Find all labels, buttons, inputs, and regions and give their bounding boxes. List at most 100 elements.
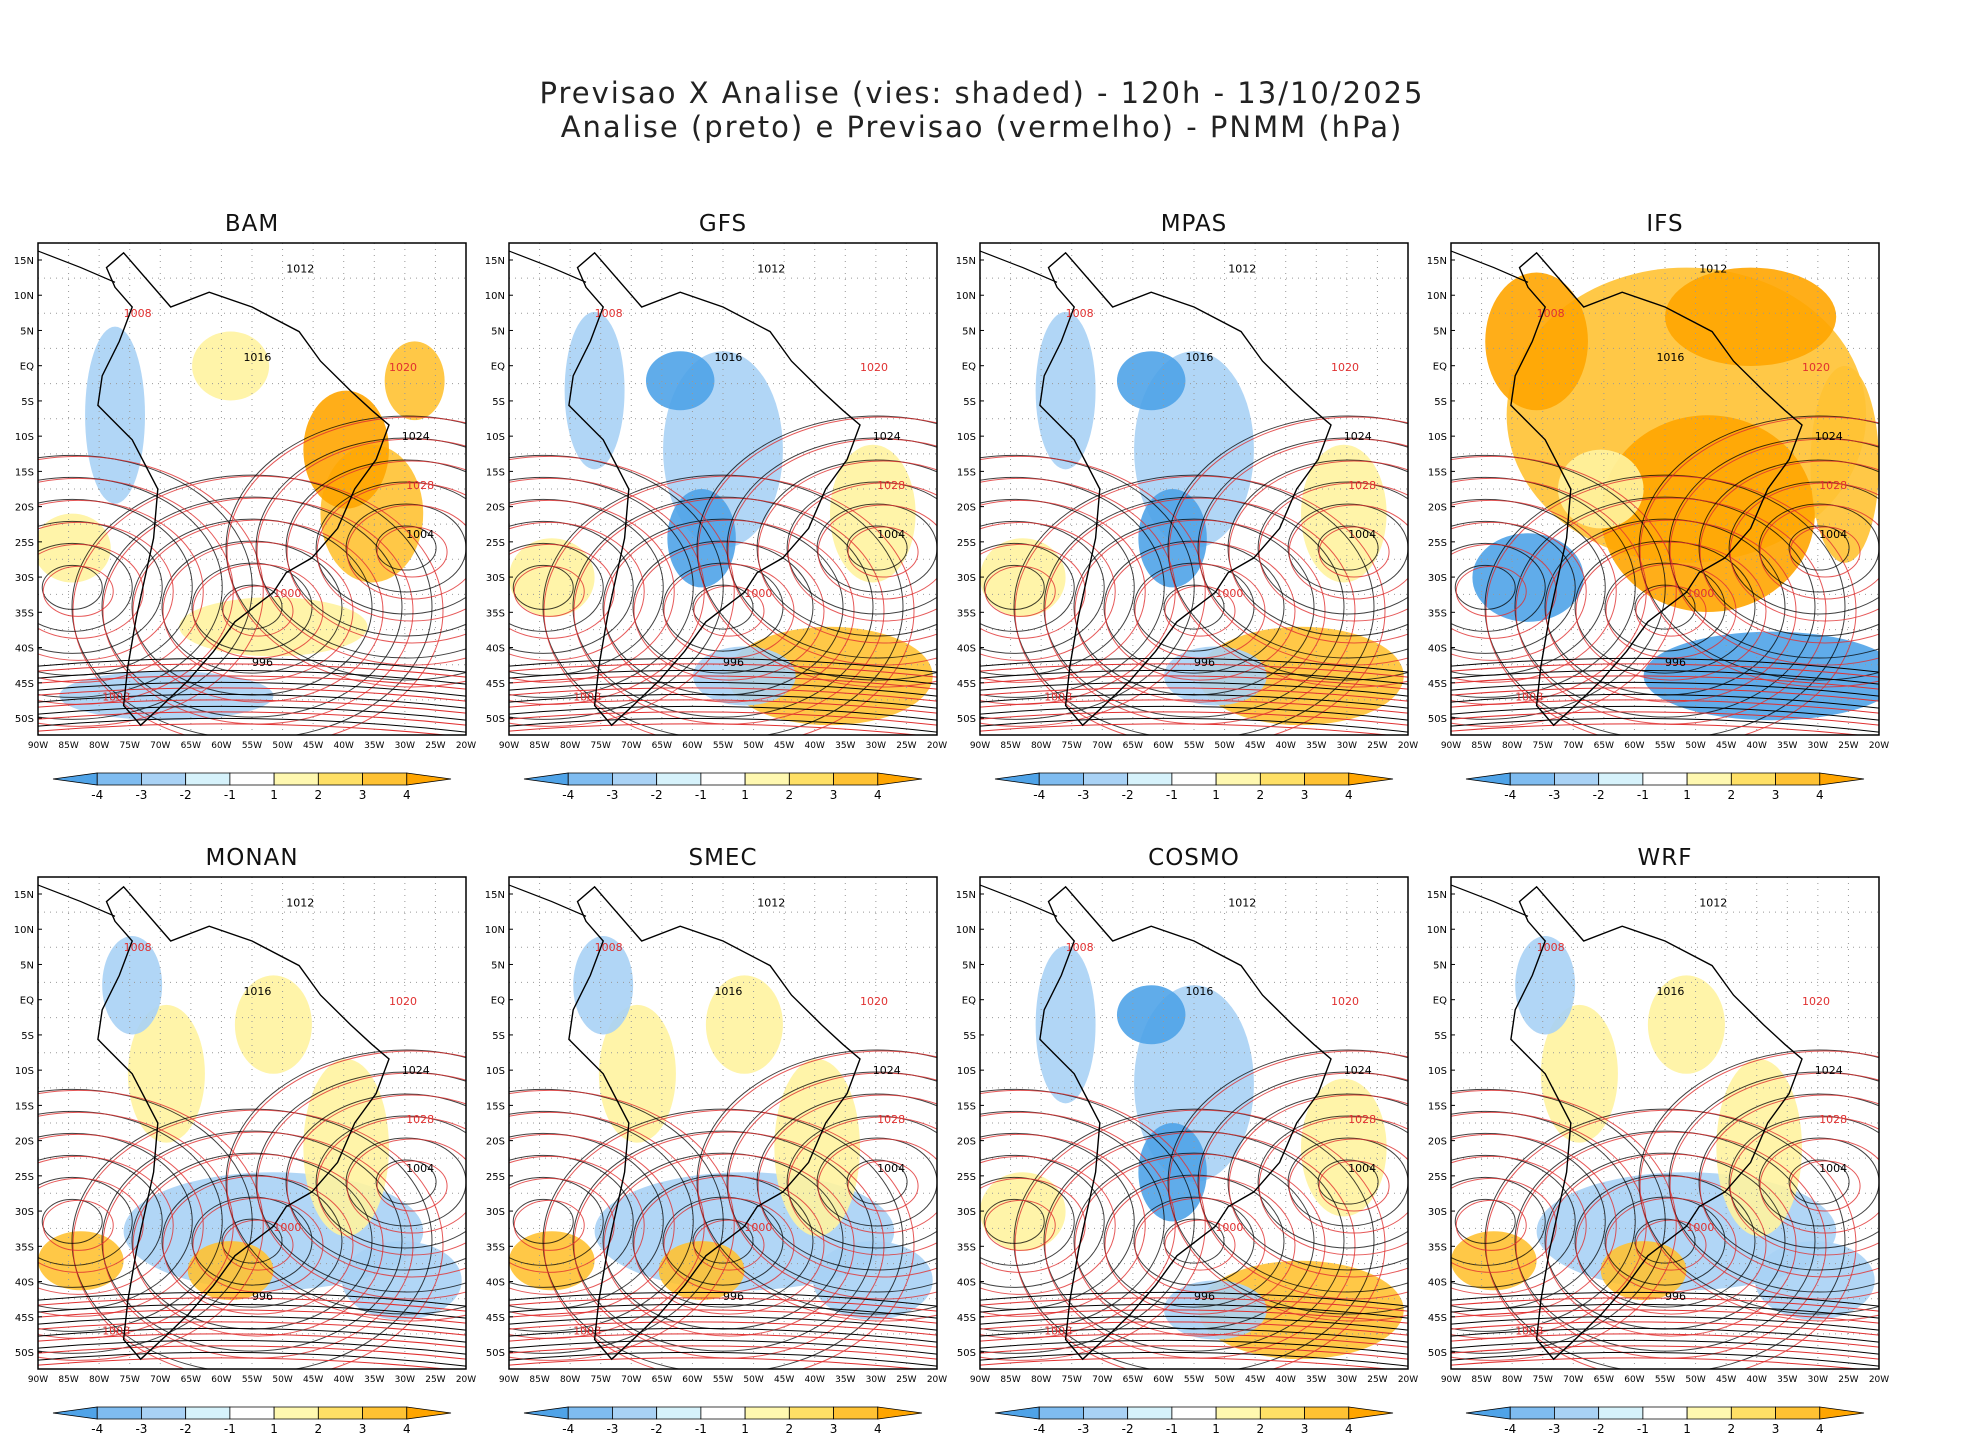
panel-frame	[1450, 242, 1880, 736]
lat-tick-label: 10N	[14, 291, 34, 302]
colorbar-tick-label: -2	[1122, 788, 1134, 802]
isobar-label: 1012	[757, 263, 785, 276]
isobar-label: 1008	[1515, 691, 1543, 704]
forecast-isobar	[42, 565, 114, 617]
colorbar-segment	[1215, 772, 1261, 786]
lat-tick-label: 35S	[1428, 608, 1447, 619]
colorbar-segment	[406, 772, 452, 786]
lon-tick-label: 60W	[1153, 741, 1173, 751]
colorbar-tick-label: 3	[830, 1422, 838, 1436]
analysis-isobar	[509, 520, 634, 654]
bias-shading	[234, 975, 312, 1074]
analysis-isobar	[509, 1291, 937, 1307]
bias-shading	[303, 1059, 389, 1237]
analysis-isobar	[1454, 564, 1516, 610]
lon-tick-label: 65W	[181, 1375, 201, 1385]
forecast-isobar	[346, 504, 466, 600]
colorbar-segment	[273, 772, 319, 786]
lat-tick-label: 10S	[957, 1066, 976, 1077]
bias-shading	[830, 444, 916, 583]
analysis-isobar	[41, 564, 103, 610]
colorbar-segment	[994, 1406, 1040, 1420]
lat-tick-label: 50S	[15, 1348, 34, 1359]
forecast-isobar	[509, 1309, 937, 1324]
isobar-label: 1012	[757, 897, 785, 910]
lon-tick-label: 85W	[1000, 1375, 1020, 1385]
analysis-isobar	[1317, 1159, 1379, 1205]
colorbar-segment	[994, 772, 1040, 786]
colorbar-segment	[1171, 772, 1217, 786]
analysis-isobar	[816, 1137, 937, 1227]
colorbar-tick-label: -4	[562, 1422, 574, 1436]
analysis-isobar	[980, 1088, 1195, 1354]
forecast-isobar	[509, 499, 675, 683]
lon-tick-label: 85W	[1471, 1375, 1491, 1385]
forecast-isobar	[980, 543, 1086, 639]
lon-tick-label: 35W	[1777, 1375, 1797, 1385]
forecast-isobar	[757, 1094, 937, 1278]
lat-tick-label: 5N	[20, 326, 34, 337]
colorbar-tick-label: -1	[224, 1422, 236, 1436]
forecast-isobar	[727, 1072, 937, 1300]
isobar-label: 1012	[286, 263, 314, 276]
isobar-label: 1000	[1686, 587, 1714, 600]
forecast-isobar	[980, 1177, 1086, 1273]
analysis-isobar	[255, 1071, 466, 1293]
forecast-isobar	[980, 723, 1393, 735]
analysis-isobar	[255, 437, 466, 659]
isobar-label: 1004	[1819, 528, 1847, 541]
isobar-label: 1008	[1044, 691, 1072, 704]
analysis-isobar	[980, 669, 1408, 685]
forecast-isobar	[509, 711, 937, 726]
analysis-isobar	[1103, 1174, 1285, 1308]
analysis-isobar	[980, 1351, 1408, 1367]
colorbar-tick-label: 2	[786, 1422, 794, 1436]
lat-tick-label: 40S	[957, 1278, 976, 1289]
lat-tick-label: 10S	[486, 432, 505, 443]
lat-tick-label: 45S	[957, 679, 976, 690]
lon-tick-label: 60W	[682, 741, 702, 751]
forecast-isobar	[38, 1309, 466, 1324]
forecast-isobar	[38, 1345, 466, 1360]
isobar-label: 1028	[1348, 479, 1376, 492]
colorbar-tick-label: -3	[606, 788, 618, 802]
bias-shading	[1035, 311, 1096, 470]
forecast-isobar	[256, 1072, 466, 1300]
colorbar-segment	[523, 1406, 569, 1420]
forecast-isobar	[509, 1345, 937, 1360]
bias-shading	[1116, 351, 1186, 411]
forecast-isobar	[1074, 1153, 1326, 1337]
colorbar-segment	[317, 772, 363, 786]
lon-tick-label: 50W	[272, 741, 292, 751]
lon-tick-label: 75W	[1062, 741, 1082, 751]
forecast-isobar	[509, 1133, 675, 1317]
lat-tick-label: 20S	[1428, 1137, 1447, 1148]
bias-shading	[573, 936, 634, 1035]
central-america-coastline	[980, 250, 1058, 283]
analysis-isobar	[726, 437, 937, 659]
forecast-isobar	[1288, 1138, 1408, 1234]
colorbar-segment	[229, 1406, 275, 1420]
lon-tick-label: 65W	[652, 741, 672, 751]
bias-shading	[812, 1241, 933, 1320]
lat-tick-label: 35S	[486, 1242, 505, 1253]
isobar-label: 1028	[1819, 479, 1847, 492]
lat-tick-label: 35S	[486, 608, 505, 619]
colorbar-tick-label: 1	[270, 1422, 278, 1436]
lon-tick-label: 90W	[1441, 741, 1461, 751]
lon-tick-label: 80W	[1031, 1375, 1051, 1385]
lat-tick-label: EQ	[491, 362, 505, 373]
analysis-isobar	[1043, 496, 1345, 718]
lon-tick-label: 40W	[805, 741, 825, 751]
lat-tick-label: 5S	[21, 397, 34, 408]
isobar-label: 1008	[1044, 1325, 1072, 1338]
lon-tick-label: 40W	[1747, 741, 1767, 751]
analysis-isobar	[1451, 476, 1636, 698]
central-america-coastline	[38, 884, 116, 917]
colorbar-segment	[612, 772, 658, 786]
isobar-label: 1024	[1815, 1064, 1843, 1077]
analysis-isobar	[315, 481, 466, 615]
bias-shading	[1665, 267, 1837, 366]
